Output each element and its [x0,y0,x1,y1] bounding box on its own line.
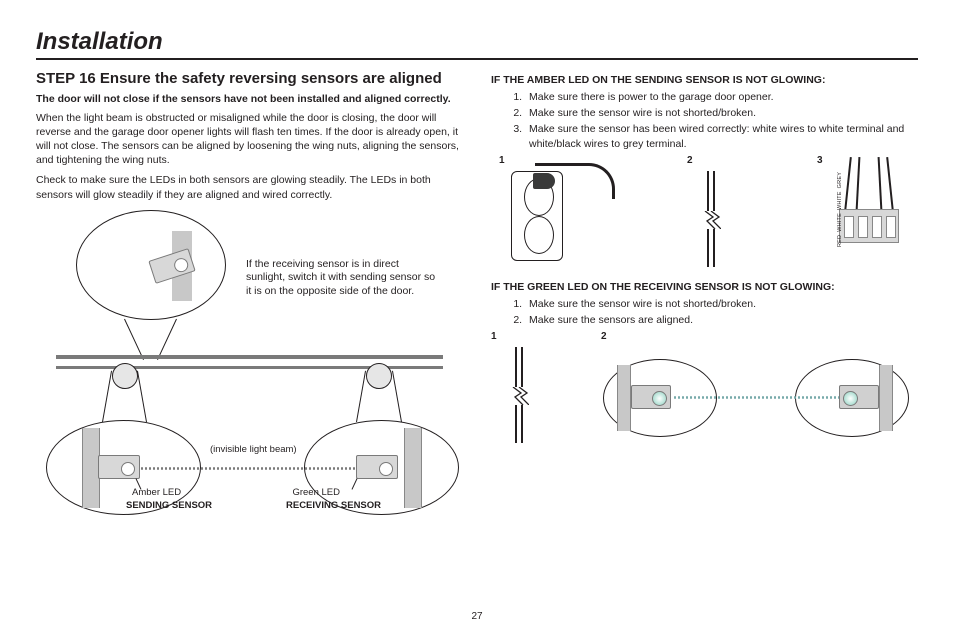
door-rail-icon [56,355,443,359]
figure-number: 2 [601,331,607,342]
sensor-alignment-diagram: If the receiving sensor is in direct sun… [36,210,463,530]
list-item: Make sure the sensor has been wired corr… [525,122,918,150]
amber-figure-row: 1 2 3 RED WHITE WHIT [491,155,918,275]
page-title: Installation [36,28,918,60]
list-item: Make sure the sensors are aligned. [525,313,918,327]
green-not-glowing-heading: IF THE GREEN LED ON THE RECEIVING SENSOR… [491,281,918,293]
list-item: Make sure there is power to the garage d… [525,90,918,104]
receiving-sensor-icon [356,455,398,479]
right-column: IF THE AMBER LED ON THE SENDING SENSOR I… [491,70,918,610]
left-column: STEP 16 Ensure the safety reversing sens… [36,70,463,610]
callout-line [356,370,366,421]
track-mount-icon [112,363,138,389]
terminal-labels: RED WHITE WHITE GREY [837,197,851,247]
broken-wire-icon [697,171,727,267]
light-beam-icon [673,395,839,400]
content-columns: STEP 16 Ensure the safety reversing sens… [36,70,918,610]
sunlight-tip: If the receiving sensor is in direct sun… [246,258,436,299]
callout-line [392,370,402,421]
paragraph-2: Check to make sure the LEDs in both sens… [36,173,463,201]
receiving-sensor-label: RECEIVING SENSOR [286,500,381,511]
terminal-wire-icon [878,157,883,211]
sensor-pole-icon [879,365,893,431]
green-figure-row: 1 2 [491,331,918,451]
sending-sensor-icon [98,455,140,479]
figure-number: 1 [491,331,497,342]
broken-wire-icon [505,347,535,443]
list-item: Make sure the sensor wire is not shorted… [525,297,918,311]
track-mount-icon [366,363,392,389]
paragraph-1: When the light beam is obstructed or mis… [36,111,463,168]
green-led-label: Green LED [280,488,340,498]
figure-number: 1 [499,155,505,166]
figure-number: 3 [817,155,823,166]
beam-label: (invisible light beam) [210,444,297,455]
sensor-pole-icon [617,365,631,431]
callout-line [137,370,147,421]
plug-icon [533,173,555,189]
sending-sensor-label: SENDING SENSOR [126,500,212,511]
amber-troubleshoot-list: Make sure there is power to the garage d… [491,90,918,151]
page-number: 27 [471,611,482,622]
amber-led-label: Amber LED [132,488,181,498]
green-troubleshoot-list: Make sure the sensor wire is not shorted… [491,297,918,327]
figure-number: 2 [687,155,693,166]
warning-bold: The door will not close if the sensors h… [36,93,463,107]
light-beam-icon [140,466,356,471]
callout-line [124,318,144,359]
list-item: Make sure the sensor wire is not shorted… [525,106,918,120]
sensor-pole-icon [404,428,422,508]
sensor-icon [631,385,671,409]
amber-not-glowing-heading: IF THE AMBER LED ON THE SENDING SENSOR I… [491,74,918,86]
sensor-icon [839,385,879,409]
terminal-wire-icon [856,157,861,211]
step-heading: STEP 16 Ensure the safety reversing sens… [36,70,463,87]
callout-oval-top [76,210,226,320]
callout-line [157,318,177,359]
terminal-wire-icon [886,157,894,211]
callout-line [102,370,112,421]
